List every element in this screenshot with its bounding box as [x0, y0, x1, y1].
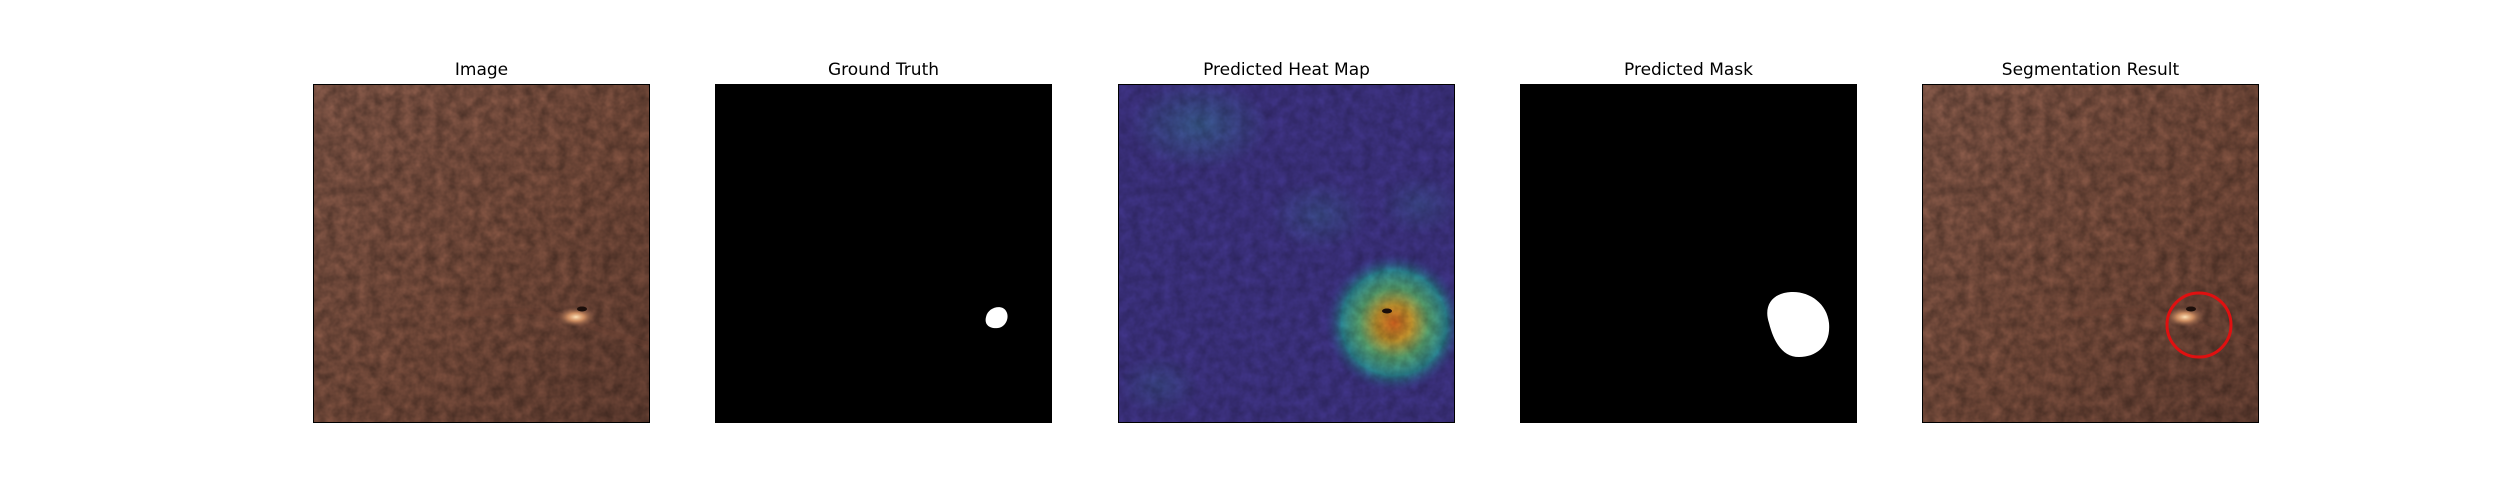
panel-image: Image — [313, 0, 650, 500]
ground-truth-mask — [716, 85, 1051, 422]
panel-predicted-mask: Predicted Mask — [1520, 0, 1857, 500]
predicted-mask-frame — [1520, 84, 1857, 423]
panel-title: Ground Truth — [827, 60, 940, 80]
panel-heat-map: Predicted Heat Map — [1118, 0, 1455, 500]
segmentation-result-frame — [1922, 84, 2259, 423]
segmentation-result — [1923, 85, 2258, 422]
predicted-mask — [1521, 85, 1856, 422]
panel-title: Predicted Mask — [1624, 60, 1753, 80]
panel-title: Image — [454, 60, 509, 80]
image-frame — [313, 84, 650, 423]
predicted-mask-region — [1767, 291, 1830, 357]
panel-ground-truth: Ground Truth — [715, 0, 1052, 500]
panel-segmentation-result: Segmentation Result — [1922, 0, 2259, 500]
heat-map — [1119, 85, 1454, 422]
heat-map-frame — [1118, 84, 1455, 423]
ground-truth-frame — [715, 84, 1052, 423]
panel-title: Segmentation Result — [2001, 60, 2180, 80]
ground-truth-region — [985, 307, 1008, 329]
panel-title: Predicted Heat Map — [1203, 60, 1370, 80]
leather-image — [314, 85, 649, 422]
segmentation-circle — [2165, 291, 2233, 359]
